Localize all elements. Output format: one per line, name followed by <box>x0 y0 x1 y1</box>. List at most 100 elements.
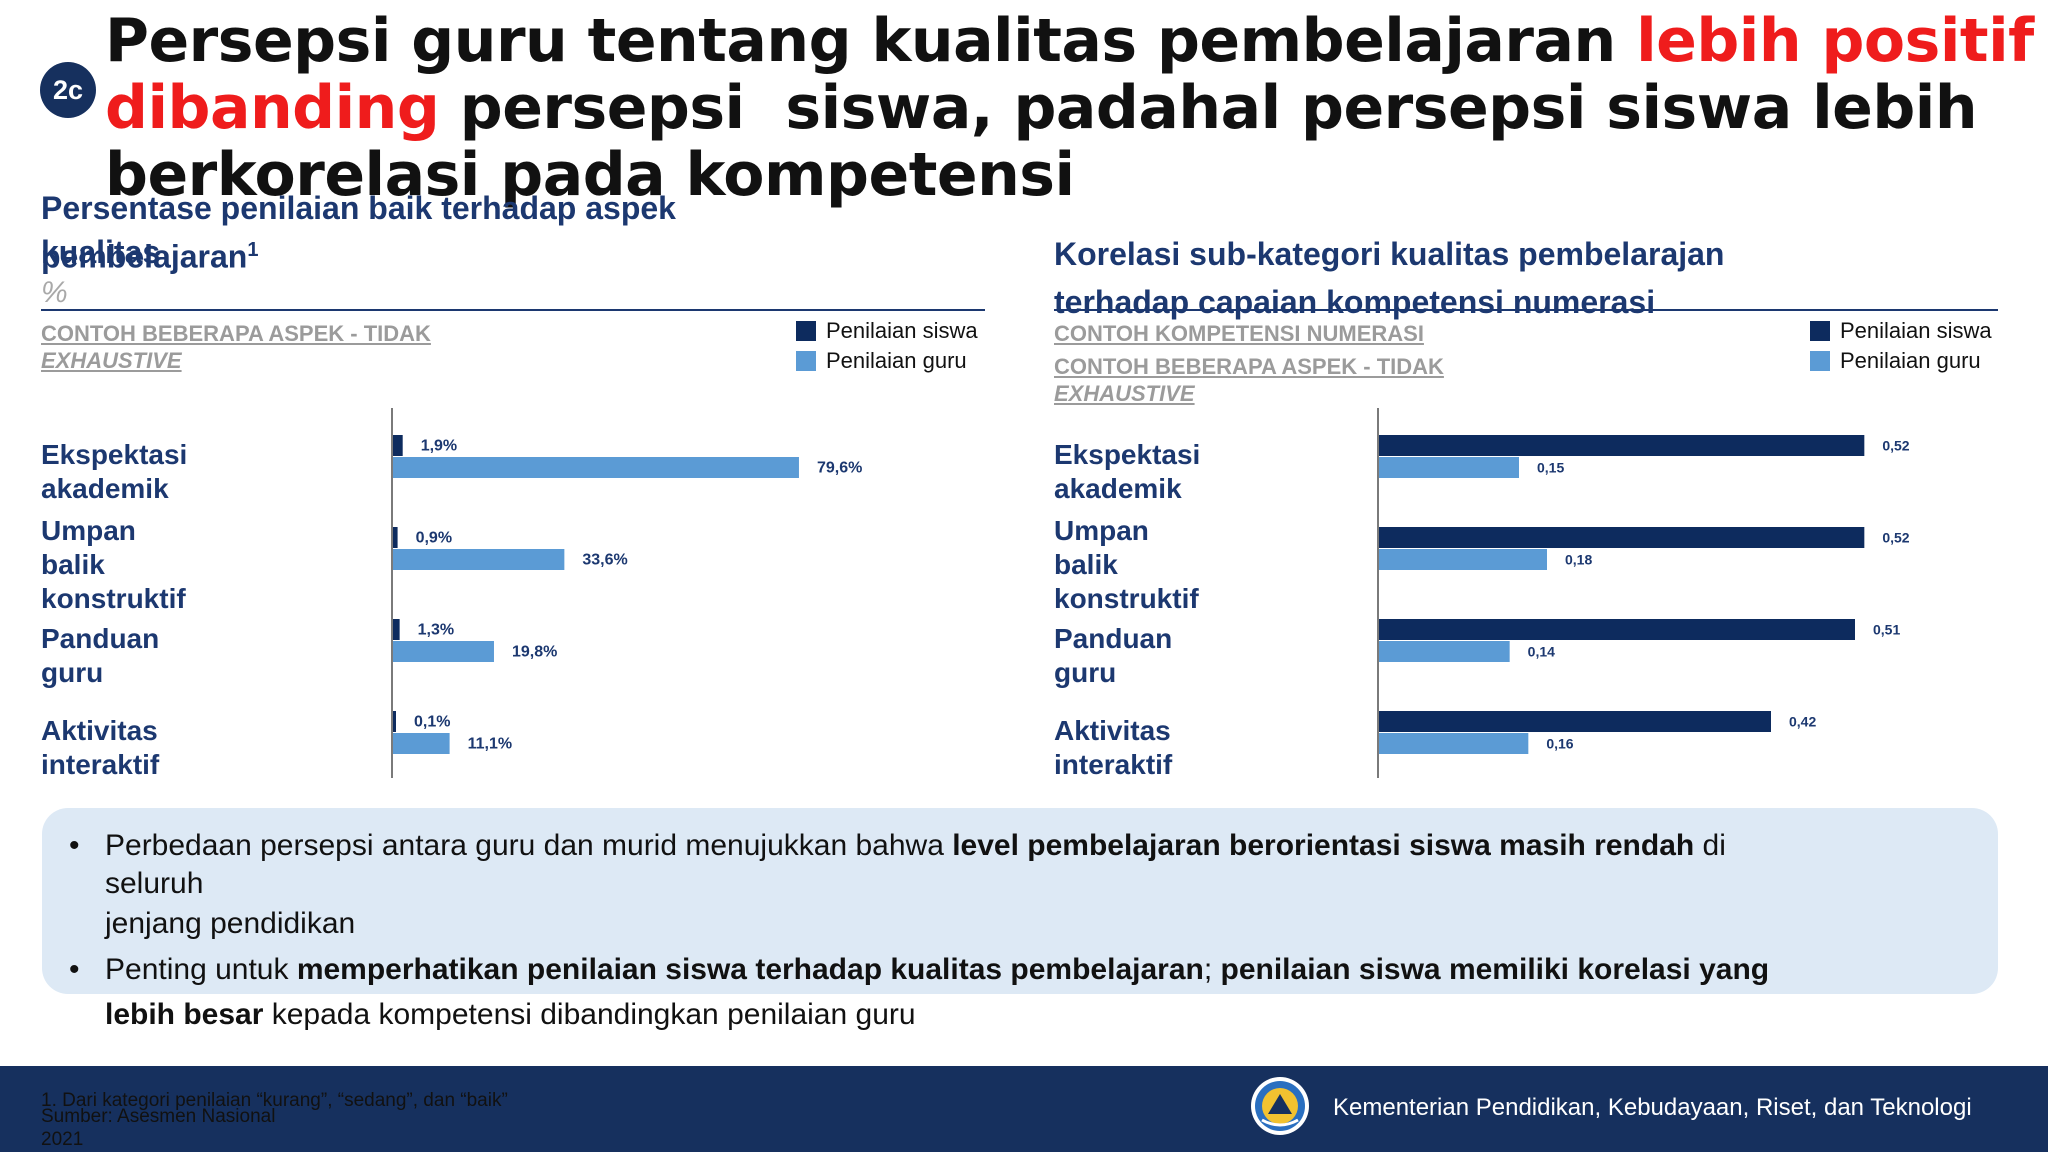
bar-guru-aktivitas-interaktif <box>393 733 450 754</box>
data-label-guru-umpan-balik-konstruktif: 0,18 <box>1565 552 1592 568</box>
bullet-1-line2: seluruh <box>105 867 204 900</box>
data-label-siswa-panduan-guru: 1,3% <box>418 622 454 639</box>
left-chart-title-word-pembelajaran: pembelajaran <box>41 238 248 275</box>
bar-guru-umpan-balik-konstruktif <box>1379 549 1547 570</box>
data-label-guru-aktivitas-interaktif: 11,1% <box>468 736 512 753</box>
bullet-2-bold-3: lebih besar <box>105 998 264 1031</box>
left-chart-title-line2a: pembelajaran1 <box>41 228 258 279</box>
right-note-line1: CONTOH BEBERAPA ASPEK - TIDAK <box>1054 354 1444 379</box>
bullet-2-bold-1: memperhatikan penilaian siswa terhadap k… <box>296 953 1204 986</box>
left-category-umpan-balik: Umpan balik konstruktif <box>41 515 186 614</box>
footnote: 1. Dari kategori penilaian “kurang”, “se… <box>41 1090 508 1111</box>
legend-swatch-siswa <box>796 321 816 341</box>
source-line2: 2021 <box>41 1129 84 1150</box>
data-label-siswa-umpan-balik-konstruktif: 0,9% <box>416 530 452 547</box>
title-highlight-1: lebih positif <box>1636 6 2034 76</box>
data-label-siswa-panduan-guru: 0,51 <box>1873 622 1900 638</box>
data-label-guru-panduan-guru: 19,8% <box>512 644 557 661</box>
bullet-marker: • <box>69 953 80 986</box>
right-note-competence: CONTOH KOMPETENSI NUMERASI <box>1054 321 1424 346</box>
right-category-ekspektasi: Ekspektasi akademik <box>1054 439 1201 504</box>
left-header-rule <box>41 309 985 311</box>
legend-label-guru: Penilaian guru <box>1840 348 1981 373</box>
bullet-2-line2: lebih besar kepada kompetensi dibandingk… <box>105 995 916 1035</box>
bullet-2-separator: ; <box>1203 953 1221 986</box>
left-category-panduan: Panduan guru <box>41 623 160 688</box>
left-chart-title-line1: Persentase penilaian baik terhadap aspek <box>41 190 676 226</box>
right-bar-chart: 0,52 0,15 0,52 0,18 0,51 0,14 0,42 0,16 <box>1377 408 1910 778</box>
right-chart-title-line1: Korelasi sub-kategori kualitas pembelara… <box>1054 236 1725 272</box>
bar-guru-panduan-guru <box>1379 641 1510 662</box>
ministry-name: Kementerian Pendidikan, Kebudayaan, Rise… <box>1333 1094 1972 1121</box>
bar-guru-ekspektasi-akademik <box>393 457 799 478</box>
key-message-callout <box>42 808 1998 994</box>
legend-item-guru: Penilaian guru <box>1810 346 1992 376</box>
legend-swatch-guru <box>796 351 816 371</box>
left-category-ekspektasi: Ekspektasi akademik <box>41 439 188 504</box>
legend-item-guru: Penilaian guru <box>796 346 978 376</box>
data-label-siswa-aktivitas-interaktif: 0,1% <box>414 714 450 731</box>
legend-label-guru: Penilaian guru <box>826 348 967 373</box>
bullet-2-tail: kepada kompetensi dibandingkan penilaian… <box>263 998 916 1031</box>
data-label-guru-aktivitas-interaktif: 0,16 <box>1546 736 1573 752</box>
right-chart-title-line2: terhadap capaian kompetensi numerasi <box>1054 284 1656 320</box>
legend-item-siswa: Penilaian siswa <box>1810 316 1992 346</box>
bullet-1-line3: jenjang pendidikan <box>105 907 356 940</box>
bar-siswa-ekspektasi-akademik <box>393 435 403 456</box>
bar-siswa-ekspektasi-akademik <box>1379 435 1865 456</box>
bar-guru-panduan-guru <box>393 641 494 662</box>
bullet-1-tail: di <box>1694 829 1726 862</box>
bullet-1: • Perbedaan persepsi antara guru dan mur… <box>69 826 1985 866</box>
data-label-guru-ekspektasi-akademik: 0,15 <box>1537 460 1564 476</box>
bar-siswa-panduan-guru <box>393 619 400 640</box>
legend-label-siswa: Penilaian siswa <box>826 318 978 343</box>
legend-label-siswa: Penilaian siswa <box>1840 318 1992 343</box>
title-part1: Persepsi guru tentang kualitas pembelaja… <box>105 6 1637 76</box>
bar-siswa-aktivitas-interaktif <box>393 711 396 732</box>
legend-swatch-guru <box>1810 351 1830 371</box>
slide-title: Persepsi guru tentang kualitas pembelaja… <box>105 6 2034 210</box>
left-chart-unit: % <box>41 276 68 309</box>
left-legend: Penilaian siswa Penilaian guru <box>796 316 978 376</box>
left-bar-chart: 1,9% 79,6% 0,9% 33,6% 1,3% 19,8% 0,1% 11,1% <box>391 408 862 778</box>
data-label-siswa-ekspektasi-akademik: 0,52 <box>1882 438 1909 454</box>
bullet-marker: • <box>69 829 80 862</box>
bullet-2: • Penting untuk memperhatikan penilaian … <box>69 950 1985 990</box>
bullet-2-text: Penting untuk <box>105 953 297 986</box>
right-category-umpan-balik: Umpan balik konstruktif <box>1054 515 1199 614</box>
right-category-aktivitas: Aktivitas interaktif <box>1054 715 1173 780</box>
bar-guru-ekspektasi-akademik <box>1379 457 1519 478</box>
data-label-siswa-ekspektasi-akademik: 1,9% <box>421 438 457 455</box>
left-note-line1: CONTOH BEBERAPA ASPEK - TIDAK <box>41 321 431 346</box>
data-label-siswa-umpan-balik-konstruktif: 0,52 <box>1882 530 1909 546</box>
bar-siswa-umpan-balik-konstruktif <box>393 527 398 548</box>
bar-guru-umpan-balik-konstruktif <box>393 549 565 570</box>
bar-siswa-umpan-balik-konstruktif <box>1379 527 1865 548</box>
bullet-1-text: Perbedaan persepsi antara guru dan murid… <box>105 829 953 862</box>
ministry-logo-icon <box>1251 1077 1309 1135</box>
left-category-aktivitas: Aktivitas interaktif <box>41 715 160 780</box>
footnote-marker: 1 <box>247 239 259 261</box>
data-label-guru-umpan-balik-konstruktif: 33,6% <box>582 552 627 569</box>
title-highlight-2: dibanding <box>105 73 440 143</box>
section-badge: 2c <box>40 62 96 118</box>
left-note-line2: EXHAUSTIVE <box>41 348 182 373</box>
left-chart-title-line2b: kualitas <box>41 234 161 270</box>
source-line1: Sumber: Asesmen Nasional <box>41 1106 276 1127</box>
data-label-siswa-aktivitas-interaktif: 0,42 <box>1789 714 1816 730</box>
bullet-1-bold: level pembelajaran berorientasi siswa ma… <box>952 829 1695 862</box>
footer-bar <box>0 1066 2048 1152</box>
right-header-rule <box>1054 309 1998 311</box>
title-part2: persepsi siswa, padahal persepsi siswa l… <box>439 73 1978 143</box>
legend-swatch-siswa <box>1810 321 1830 341</box>
right-category-panduan: Panduan guru <box>1054 623 1173 688</box>
data-label-guru-ekspektasi-akademik: 79,6% <box>817 460 862 477</box>
bar-guru-aktivitas-interaktif <box>1379 733 1529 754</box>
title-part3: berkorelasi pada kompetensi <box>105 140 1075 210</box>
bar-siswa-aktivitas-interaktif <box>1379 711 1771 732</box>
bullet-2-bold-2: penilaian siswa memiliki korelasi yang <box>1220 953 1770 986</box>
legend-item-siswa: Penilaian siswa <box>796 316 978 346</box>
right-note-line2: EXHAUSTIVE <box>1054 381 1195 406</box>
data-label-guru-panduan-guru: 0,14 <box>1528 644 1555 660</box>
right-legend: Penilaian siswa Penilaian guru <box>1810 316 1992 376</box>
